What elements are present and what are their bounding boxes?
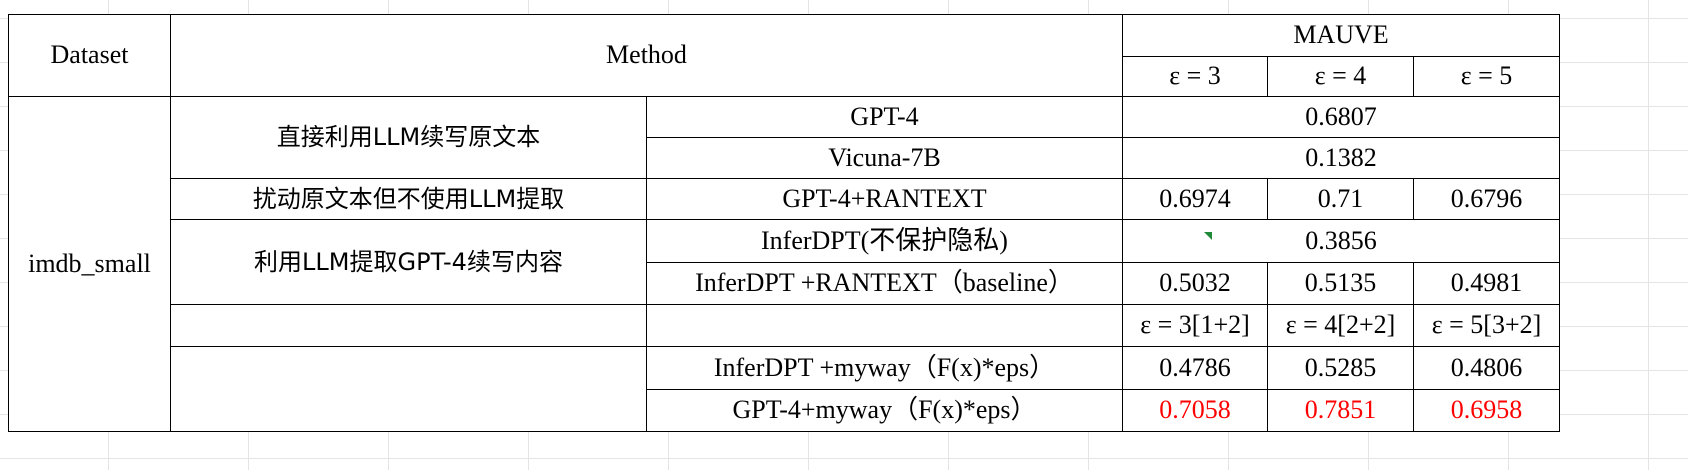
header-eps-3[interactable]: ε = 3 (1122, 56, 1268, 97)
empty-group-cell[interactable] (170, 304, 647, 347)
subheader-eps-4[interactable]: ε = 4[2+2] (1267, 304, 1414, 347)
value-gpt4-rantext-eps5[interactable]: 0.6796 (1413, 178, 1560, 220)
cell-comment-marker (1204, 232, 1212, 240)
header-eps-4[interactable]: ε = 4 (1267, 56, 1414, 97)
group-llm-extract[interactable]: 利用LLM提取GPT-4续写内容 (170, 219, 647, 305)
header-eps-5[interactable]: ε = 5 (1413, 56, 1560, 97)
model-inferdpt-rantext[interactable]: InferDPT +RANTEXT（baseline） (646, 262, 1123, 305)
model-vicuna[interactable]: Vicuna-7B (646, 137, 1123, 179)
model-inferdpt-myway[interactable]: InferDPT +myway（F(x)*eps） (646, 346, 1123, 390)
group-direct-continuation[interactable]: 直接利用LLM续写原文本 (170, 96, 647, 179)
empty-group-cell-lower[interactable] (170, 346, 647, 432)
header-mauve[interactable]: MAUVE (1122, 14, 1560, 57)
subheader-eps-3[interactable]: ε = 3[1+2] (1122, 304, 1268, 347)
value-gpt4-myway-eps4[interactable]: 0.7851 (1267, 389, 1414, 432)
value-vicuna-merged[interactable]: 0.1382 (1122, 137, 1560, 179)
model-gpt4-rantext[interactable]: GPT-4+RANTEXT (646, 178, 1123, 220)
value-inferdpt-no-privacy-merged[interactable]: 0.3856 (1122, 219, 1560, 263)
model-inferdpt-no-privacy[interactable]: InferDPT(不保护隐私) (646, 219, 1123, 263)
results-table: Dataset Method MAUVE ε = 3 ε = 4 ε = 5 i… (8, 14, 1560, 432)
dataset-cell[interactable]: imdb_small (8, 96, 171, 432)
subheader-eps-5[interactable]: ε = 5[3+2] (1413, 304, 1560, 347)
value-inferdpt-rantext-eps5[interactable]: 0.4981 (1413, 262, 1560, 305)
header-method[interactable]: Method (170, 14, 1123, 97)
model-gpt4-myway[interactable]: GPT-4+myway（F(x)*eps） (646, 389, 1123, 432)
value-gpt4-myway-eps5[interactable]: 0.6958 (1413, 389, 1560, 432)
header-dataset[interactable]: Dataset (8, 14, 171, 97)
value-gpt4-merged[interactable]: 0.6807 (1122, 96, 1560, 138)
value-inferdpt-myway-eps4[interactable]: 0.5285 (1267, 346, 1414, 390)
value-inferdpt-rantext-eps4[interactable]: 0.5135 (1267, 262, 1414, 305)
value-inferdpt-rantext-eps3[interactable]: 0.5032 (1122, 262, 1268, 305)
value-gpt4-rantext-eps4[interactable]: 0.71 (1267, 178, 1414, 220)
group-perturb[interactable]: 扰动原文本但不使用LLM提取 (170, 178, 647, 220)
value-gpt4-rantext-eps3[interactable]: 0.6974 (1122, 178, 1268, 220)
model-gpt4[interactable]: GPT-4 (646, 96, 1123, 138)
value-inferdpt-myway-eps5[interactable]: 0.4806 (1413, 346, 1560, 390)
value-inferdpt-myway-eps3[interactable]: 0.4786 (1122, 346, 1268, 390)
empty-model-cell[interactable] (646, 304, 1123, 347)
value-gpt4-myway-eps3[interactable]: 0.7058 (1122, 389, 1268, 432)
